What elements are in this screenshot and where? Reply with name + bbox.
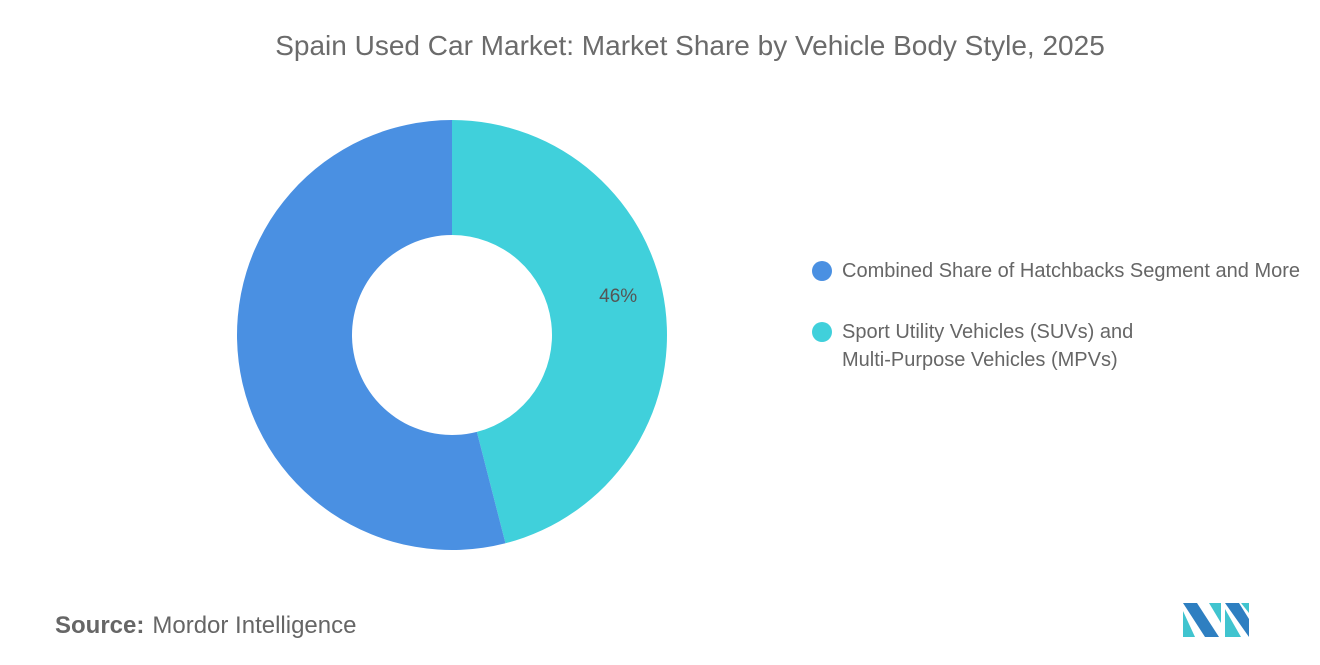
legend-label: Combined Share of Hatchbacks Segment and… <box>842 260 1301 282</box>
legend-label: Sport Utility Vehicles (SUVs) and Multi-… <box>842 321 1134 371</box>
chart-title: Spain Used Car Market: Market Share by V… <box>275 30 1105 61</box>
source-label: Source: <box>55 612 145 639</box>
legend-swatch <box>812 261 832 281</box>
legend-swatch <box>812 322 832 342</box>
source-value: Mordor Intelligence <box>152 612 357 639</box>
legend-item-hatchbacks[interactable]: Combined Share of Hatchbacks Segment and… <box>812 257 1312 285</box>
donut-slice <box>452 120 667 544</box>
source-note: Source: Mordor Intelligence <box>55 612 356 640</box>
mordor-intelligence-logo <box>1183 603 1249 637</box>
donut-slice <box>236 120 506 550</box>
data-label: 46% <box>599 286 637 307</box>
donut-chart: 46% <box>236 120 667 550</box>
legend-item-suvs-mpvs[interactable]: Sport Utility Vehicles (SUVs) and Multi-… <box>812 318 1312 374</box>
